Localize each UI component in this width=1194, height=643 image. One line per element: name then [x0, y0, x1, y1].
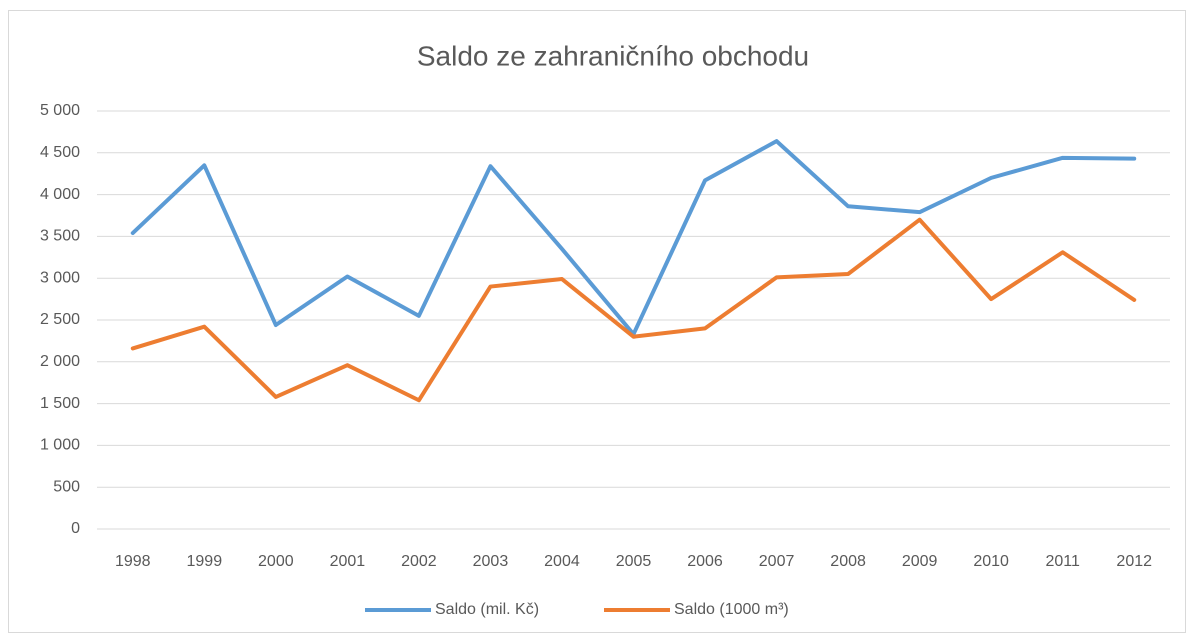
chart-frame: [8, 10, 1186, 633]
x-tick-label: 1999: [187, 553, 223, 570]
x-tick-label: 2000: [258, 553, 294, 570]
y-tick-label: 500: [53, 478, 80, 495]
y-tick-label: 1 500: [40, 395, 80, 412]
x-tick-label: 2012: [1116, 553, 1152, 570]
y-tick-label: 0: [71, 520, 80, 537]
x-tick-label: 2006: [687, 553, 723, 570]
x-tick-label: 2008: [830, 553, 866, 570]
x-tick-label: 2001: [330, 553, 366, 570]
x-tick-label: 2007: [759, 553, 795, 570]
x-tick-label: 2002: [401, 553, 437, 570]
x-tick-label: 2009: [902, 553, 938, 570]
x-tick-label: 2005: [616, 553, 652, 570]
y-tick-label: 4 000: [40, 186, 80, 203]
y-tick-label: 2 500: [40, 311, 80, 328]
series-line: [130, 217, 1137, 403]
y-tick-label: 2 000: [40, 353, 80, 370]
y-tick-label: 3 000: [40, 269, 80, 286]
y-tick-label: 5 000: [40, 102, 80, 119]
x-tick-label: 2003: [473, 553, 509, 570]
y-tick-label: 3 500: [40, 228, 80, 245]
y-tick-label: 4 500: [40, 144, 80, 161]
x-tick-label: 2011: [1045, 553, 1080, 570]
x-tick-label: 2004: [544, 553, 580, 570]
y-tick-label: 1 000: [40, 437, 80, 454]
x-tick-label: 2010: [973, 553, 1009, 570]
legend-label: Saldo (1000 m³): [674, 601, 789, 618]
legend-label: Saldo (mil. Kč): [435, 601, 539, 618]
chart-title: Saldo ze zahraničního obchodu: [417, 40, 809, 71]
x-tick-label: 1998: [115, 553, 151, 570]
